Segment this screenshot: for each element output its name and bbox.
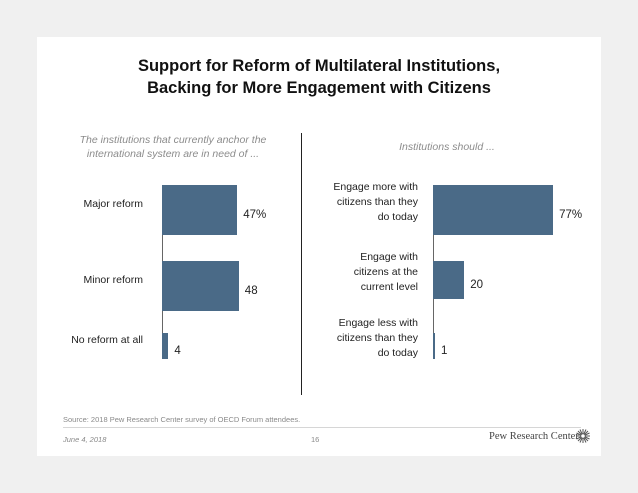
left-bar-3 (162, 333, 169, 359)
left-value-label-3: 4 (174, 345, 181, 357)
right-bar-2 (433, 261, 465, 299)
right-category-label-3: Engage less with citizens than they do tod… (336, 316, 418, 359)
footer-rule (63, 427, 581, 428)
left-value-label-2: 48 (244, 285, 258, 297)
left-category-label-1: Major reform (83, 197, 143, 210)
pew-logo-icon (576, 429, 590, 443)
right-category-label-2: Engage with citizens at the current level (353, 250, 418, 293)
source-note: Source: 2018 Pew Research Center survey … (63, 415, 301, 424)
title-line-1: Support for Reform of Multilateral Insti… (137, 57, 501, 75)
left-bar-1 (162, 185, 238, 235)
title-line-2: Backing for More Engagement with Citizen… (147, 79, 491, 97)
brand-name: Pew Research Center (489, 431, 579, 442)
left-subtitle-line-2: international system are in need of ... (86, 148, 260, 160)
left-subtitle-line-1: The institutions that currently anchor t… (79, 134, 267, 146)
right-bar-3 (433, 333, 435, 359)
left-category-label-2: Minor reform (83, 273, 143, 286)
chart-divider (301, 133, 302, 395)
left-chart-subtitle: The institutions that currently anchor t… (53, 133, 293, 161)
right-chart-subtitle: Institutions should ... (399, 141, 495, 153)
page-number: 16 (311, 435, 320, 444)
right-value-label-1: 77% (559, 209, 583, 221)
footer-date: June 4, 2018 (63, 435, 107, 444)
left-category-label-3: No reform at all (71, 333, 143, 346)
right-category-label-1: Engage more with citizens than they do tod… (333, 180, 418, 223)
right-value-label-2: 20 (470, 279, 483, 291)
left-value-label-1: 47% (243, 209, 267, 221)
slide: Support for Reform of Multilateral Insti… (37, 37, 601, 456)
chart-title: Support for Reform of Multilateral Insti… (37, 55, 601, 99)
right-bar-1 (433, 185, 554, 235)
right-value-label-3: 1 (441, 345, 448, 357)
left-bar-2 (162, 261, 239, 311)
